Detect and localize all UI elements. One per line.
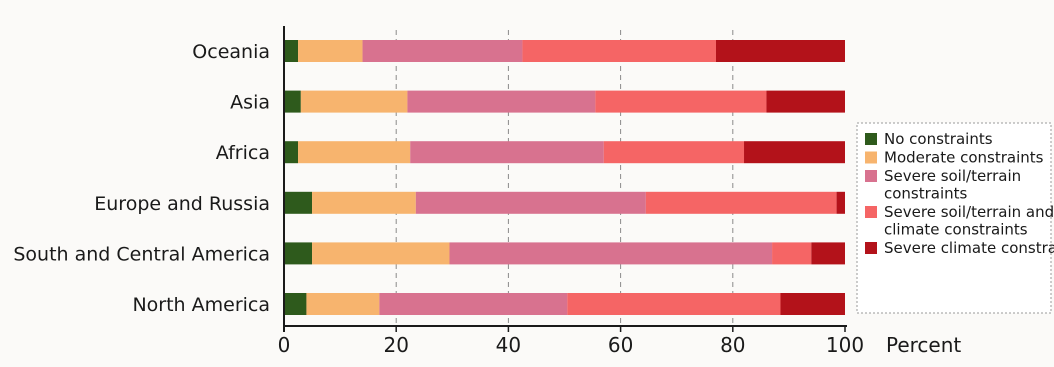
category-label: Oceania: [192, 41, 270, 63]
bar-segment: [766, 90, 845, 113]
bar-segment: [306, 293, 380, 315]
bar-segment: [645, 191, 837, 214]
legend-label: Moderate constraints: [884, 149, 1044, 167]
legend-label-line: Severe climate constraints: [884, 239, 1054, 257]
bar-segment: [407, 90, 596, 113]
bar-segment: [284, 293, 307, 315]
legend-label: Severe soil/terrain and climate constrain…: [884, 203, 1054, 239]
x-tick-label: 0: [278, 333, 291, 357]
x-axis: [283, 26, 847, 332]
legend-label: Severe climate constraints: [884, 239, 1054, 257]
bar-segment: [449, 242, 773, 265]
x-tick-label: 100: [826, 333, 864, 357]
bar-segment: [300, 90, 408, 113]
legend-label-line: Severe soil/terrain and: [884, 203, 1054, 221]
category-labels: Oceania Asia Africa Europe and Russia South …: [13, 41, 270, 316]
bar-segment: [284, 40, 299, 62]
category-label: Asia: [230, 92, 270, 114]
legend-label-line: Severe soil/terrain: [884, 167, 1021, 185]
category-label: North America: [132, 294, 270, 316]
bar-segment: [415, 191, 646, 214]
bar-segment: [780, 293, 845, 315]
legend-label-line: No constraints: [884, 130, 993, 148]
legend-swatch: [865, 133, 877, 145]
bar-segment: [603, 141, 745, 164]
legend-swatch: [865, 206, 877, 218]
legend-label: Severe soil/terrain constraints: [884, 167, 1021, 203]
x-axis-unit-label: Percent: [886, 333, 961, 357]
bar-segment: [836, 191, 845, 214]
legend-label-line: Moderate constraints: [884, 149, 1044, 167]
bar-segment: [379, 293, 568, 315]
legend-label: No constraints: [884, 130, 993, 148]
x-tick-label: 60: [608, 333, 633, 357]
bar-segment: [811, 242, 845, 265]
bar-segment: [595, 90, 767, 113]
legend-swatch: [865, 242, 877, 254]
bar-segment: [284, 141, 299, 164]
bar-segment: [284, 90, 301, 113]
bar-segment: [298, 141, 411, 164]
legend-label-line: constraints: [884, 185, 968, 203]
x-tick-labels: 0 20 40 60 80 100: [278, 326, 864, 357]
bar-segment: [312, 242, 450, 265]
category-label: Europe and Russia: [94, 193, 270, 215]
grid-lines: [395, 30, 734, 326]
legend-swatch: [865, 170, 877, 182]
legend-box: [856, 122, 1052, 314]
bar-segment: [522, 40, 716, 62]
legend-label-line: climate constraints: [884, 221, 1028, 239]
bar-segment: [410, 141, 604, 164]
category-label: South and Central America: [13, 243, 270, 265]
bars: [284, 40, 845, 315]
bar-segment: [284, 242, 313, 265]
bar-segment: [744, 141, 845, 164]
bar-segment: [284, 191, 313, 214]
legend-swatch: [865, 151, 877, 164]
x-tick-label: 80: [720, 333, 745, 357]
bar-segment: [312, 191, 416, 214]
bar-segment: [298, 40, 363, 62]
bar-segment: [567, 293, 781, 315]
x-tick-label: 40: [496, 333, 521, 357]
x-tick-label: 20: [383, 333, 408, 357]
category-label: Africa: [216, 142, 270, 164]
bar-segment: [715, 40, 845, 62]
bar-segment: [772, 242, 812, 265]
bar-segment: [362, 40, 523, 62]
